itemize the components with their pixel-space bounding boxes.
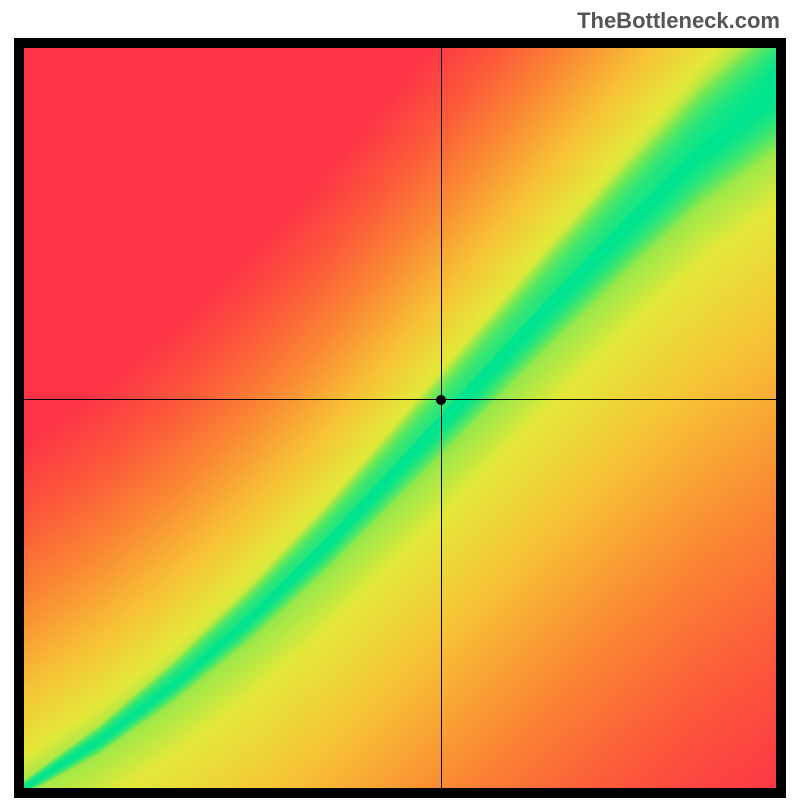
crosshair-marker (436, 395, 446, 405)
crosshair-horizontal (24, 399, 776, 400)
crosshair-vertical (441, 48, 442, 788)
heatmap-canvas (24, 48, 776, 788)
watermark-text: TheBottleneck.com (577, 8, 780, 34)
plot-frame (14, 38, 786, 798)
